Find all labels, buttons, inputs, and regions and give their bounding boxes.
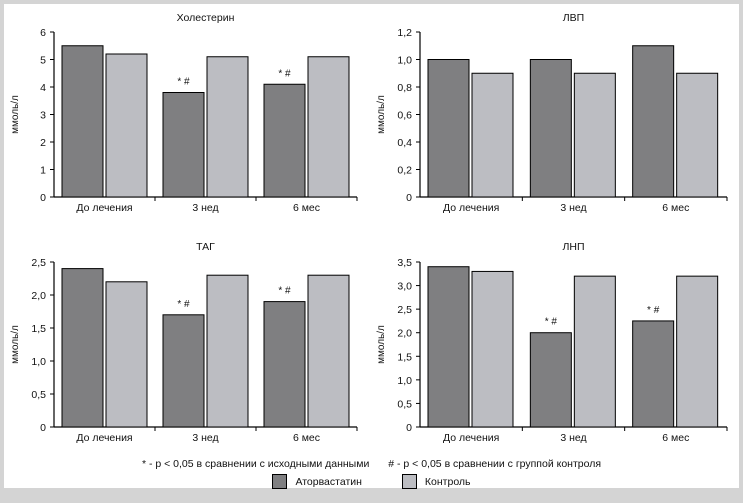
y-tick-label: 0,2 — [397, 165, 412, 177]
y-tick-label: 6 — [40, 27, 46, 39]
bar-atorvastatin — [529, 59, 572, 198]
x-tick-label: 3 нед — [560, 202, 586, 214]
y-tick-label: 2,5 — [31, 257, 46, 269]
x-tick-label: 3 нед — [560, 432, 586, 444]
y-tick-label: 2,5 — [397, 304, 412, 316]
bar-control — [206, 274, 249, 428]
y-axis-label: ммоль/л — [376, 95, 387, 134]
bar-control — [307, 274, 350, 428]
bar-control — [471, 72, 514, 198]
bar-atorvastatin — [162, 314, 205, 428]
y-tick-label: 0 — [40, 422, 46, 434]
y-tick-label: 1,2 — [397, 27, 412, 39]
bar-control — [676, 275, 719, 428]
y-tick-label: 3 — [40, 110, 46, 122]
bar-control — [105, 281, 148, 428]
x-tick-label: До лечения — [76, 202, 132, 214]
y-tick-label: 2 — [40, 137, 46, 149]
y-tick-label: 0 — [406, 422, 412, 434]
bar-control — [676, 72, 719, 198]
y-axis-label: ммоль/л — [10, 325, 21, 364]
significance-marker: * # — [278, 68, 291, 79]
chart-title: Холестерин — [177, 12, 235, 24]
chart-title: ЛВП — [563, 12, 584, 24]
y-tick-label: 2,0 — [31, 290, 46, 302]
note-hash: # - p < 0,05 в сравнении с группой контр… — [388, 458, 602, 470]
significance-marker: * # — [177, 299, 190, 310]
bar-atorvastatin — [529, 332, 572, 428]
y-tick-label: 3,5 — [397, 257, 412, 269]
x-tick-label: 6 мес — [293, 432, 320, 444]
chart-title: ЛНП — [562, 241, 584, 253]
x-tick-label: До лечения — [443, 202, 499, 214]
bar-atorvastatin — [427, 266, 470, 428]
y-tick-label: 1,5 — [397, 351, 412, 363]
y-tick-label: 1,5 — [31, 323, 46, 335]
bar-control — [471, 270, 514, 428]
y-tick-label: 1 — [40, 165, 46, 177]
y-tick-label: 1,0 — [31, 356, 46, 368]
significance-notes: * - p < 0,05 в сравнении с исходными дан… — [0, 458, 743, 470]
legend-item-control: Контроль — [401, 474, 471, 489]
y-tick-label: 4 — [40, 82, 46, 94]
bar-atorvastatin — [263, 83, 306, 198]
legend-swatch-control — [401, 474, 417, 489]
y-tick-label: 3,0 — [397, 281, 412, 293]
y-tick-label: 0 — [40, 192, 46, 204]
y-tick-label: 1,0 — [397, 375, 412, 387]
y-tick-label: 0,5 — [397, 398, 412, 410]
note-star: * - p < 0,05 в сравнении с исходными дан… — [141, 458, 370, 470]
y-axis-label: ммоль/л — [376, 325, 387, 364]
bar-control — [307, 56, 350, 198]
legend: Аторвастатин Контроль — [0, 474, 743, 489]
bar-atorvastatin — [162, 92, 205, 198]
x-tick-label: До лечения — [443, 432, 499, 444]
y-axis-label: ммоль/л — [10, 95, 21, 134]
y-tick-label: 5 — [40, 55, 46, 67]
x-tick-label: 6 мес — [293, 202, 320, 214]
y-tick-label: 0,8 — [397, 82, 412, 94]
bar-atorvastatin — [263, 301, 306, 428]
bar-atorvastatin — [61, 45, 104, 198]
bar-atorvastatin — [632, 320, 675, 428]
y-tick-label: 0 — [406, 192, 412, 204]
x-tick-label: 6 мес — [662, 202, 689, 214]
y-tick-label: 1,0 — [397, 55, 412, 67]
y-tick-label: 0,6 — [397, 110, 412, 122]
y-tick-label: 0,4 — [397, 137, 412, 149]
y-tick-label: 0,5 — [31, 389, 46, 401]
legend-item-atorvastatin: Аторвастатин — [272, 474, 362, 489]
x-tick-label: До лечения — [76, 432, 132, 444]
legend-label: Контроль — [424, 475, 471, 488]
bar-control — [206, 56, 249, 198]
bar-control — [573, 275, 616, 428]
x-tick-label: 3 нед — [192, 432, 218, 444]
bar-atorvastatin — [61, 268, 104, 428]
legend-swatch-atorvastatin — [272, 474, 288, 489]
significance-marker: * # — [545, 317, 558, 328]
legend-label: Аторвастатин — [295, 475, 362, 488]
significance-marker: * # — [278, 286, 291, 297]
bar-control — [573, 72, 616, 198]
x-tick-label: 3 нед — [192, 202, 218, 214]
significance-marker: * # — [177, 77, 190, 88]
bar-atorvastatin — [427, 59, 470, 198]
x-tick-label: 6 мес — [662, 432, 689, 444]
chart-title: ТАГ — [196, 241, 215, 253]
bar-control — [105, 53, 148, 198]
significance-marker: * # — [647, 305, 660, 316]
bar-atorvastatin — [632, 45, 675, 198]
y-tick-label: 2,0 — [397, 328, 412, 340]
